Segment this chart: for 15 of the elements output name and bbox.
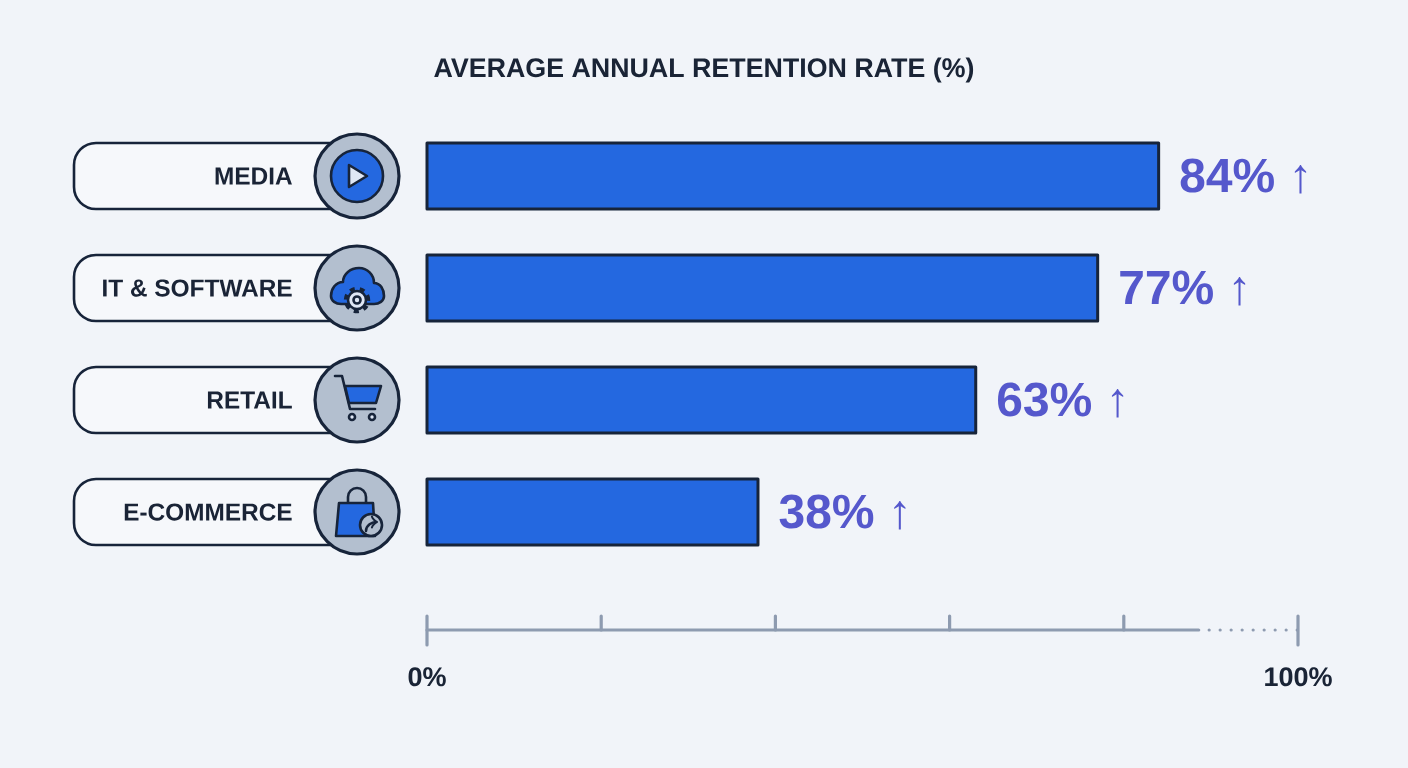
x-tick-label: 0% bbox=[408, 667, 446, 687]
y-tick-label: E-COMMERCE bbox=[124, 503, 292, 521]
bar bbox=[425, 365, 978, 435]
bar bbox=[425, 253, 1100, 323]
chart-title: AVERAGE ANNUAL RETENTION RATE (%) bbox=[434, 57, 974, 83]
data-label: 77% ↑ bbox=[1120, 270, 1246, 306]
y-tick-label: IT & SOFTWARE bbox=[103, 279, 292, 297]
bar bbox=[425, 477, 760, 547]
bar bbox=[425, 141, 1161, 211]
data-label: 84% ↑ bbox=[1180, 158, 1307, 194]
x-tick-label: 100% bbox=[1265, 667, 1332, 687]
y-tick-label: MEDIA bbox=[215, 167, 292, 185]
y-tick-label: RETAIL bbox=[207, 391, 292, 409]
data-label: 63% ↑ bbox=[997, 382, 1124, 418]
data-label: 38% ↑ bbox=[779, 494, 906, 530]
